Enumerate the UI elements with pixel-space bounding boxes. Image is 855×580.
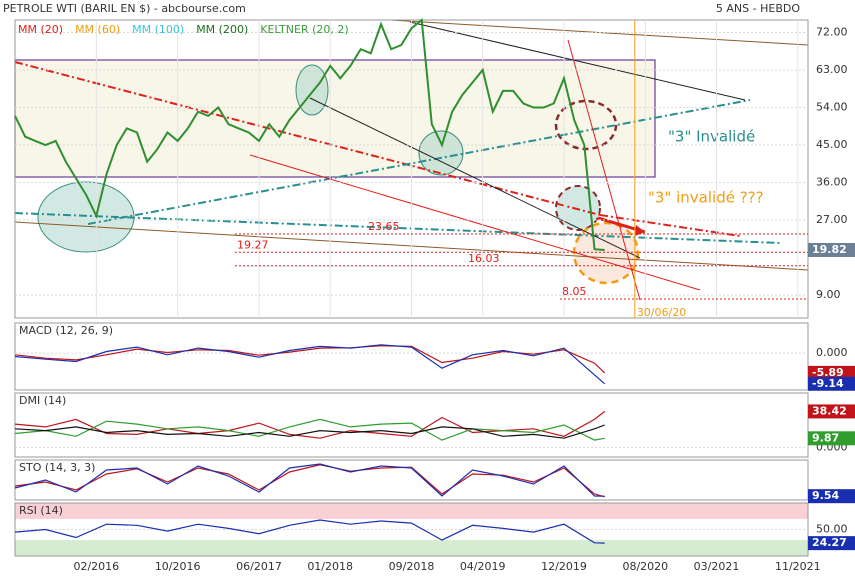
series-line — [14, 463, 605, 497]
last-value-box — [808, 489, 855, 504]
panel — [14, 18, 809, 319]
legend-entry: MM (200) — [196, 23, 248, 36]
last-value-label: 19.82 — [812, 243, 847, 256]
zone — [15, 540, 808, 556]
circle — [37, 181, 135, 253]
circle — [572, 221, 640, 285]
y-tick-label: 0.000 — [816, 346, 848, 359]
x-tick-label: 01/2018 — [307, 560, 353, 573]
series-line — [14, 424, 605, 439]
series-line — [14, 18, 605, 251]
series-line — [14, 519, 605, 544]
drawings — [14, 19, 809, 301]
panel-title: STO (14, 3, 3) — [19, 461, 95, 474]
panel — [14, 459, 809, 501]
level-label: 19.27 — [237, 238, 269, 251]
trend-line — [249, 154, 701, 291]
level-label: 23.65 — [368, 220, 400, 233]
x-tick-label: 02/2016 — [73, 560, 119, 573]
panel-frame — [14, 392, 809, 458]
y-tick-label: 63.00 — [816, 63, 848, 76]
labels: 72.00 63.00 54.00 45.00 36.00 27.00 9.00 02/201… — [18, 23, 855, 573]
series-line — [14, 418, 605, 441]
trend-line — [87, 99, 751, 225]
x-tick-label: 09/2018 — [389, 560, 435, 573]
zone — [15, 503, 808, 519]
last-value-label: 9.87 — [812, 431, 839, 444]
last-value-label: 38.42 — [812, 404, 847, 417]
legend-entry: MM (100) — [132, 23, 184, 36]
circle — [418, 130, 464, 176]
circle — [554, 99, 618, 151]
panel — [14, 322, 809, 391]
range-box — [14, 59, 656, 178]
trend-line — [309, 97, 641, 259]
legend-entry: MM (20) — [18, 23, 63, 36]
last-value-box — [808, 376, 855, 391]
series-line — [14, 410, 606, 439]
header-title: PETROLE WTI (BARIL EN $) - abcbourse.com — [3, 2, 246, 15]
last-value-label: -9.14 — [812, 377, 844, 390]
header-period: 5 ANS - HEBDO — [716, 2, 800, 15]
x-tick-label: 10/2016 — [155, 560, 201, 573]
y-tick-label: 36.00 — [816, 176, 848, 189]
panel — [14, 502, 809, 557]
last-value-label: 24.27 — [812, 536, 847, 549]
x-tick-label: 03/2021 — [694, 560, 740, 573]
last-value-label: -5.89 — [812, 366, 844, 379]
x-tick-label: 04/2019 — [460, 560, 506, 573]
annotation: "3" invalidé ??? — [648, 189, 764, 207]
y-tick-label: 9.00 — [816, 288, 841, 301]
last-value-box — [808, 404, 855, 419]
panel-title: DMI (14) — [19, 394, 66, 407]
y-tick-label: 50.00 — [816, 523, 848, 536]
last-value-box — [808, 536, 855, 551]
last-value-label: 9.54 — [812, 489, 839, 502]
panel-title: RSI (14) — [19, 504, 63, 517]
arrow-head — [635, 225, 645, 236]
series-line — [14, 464, 605, 498]
legend-entry: MM (60) — [75, 23, 120, 36]
panel — [14, 392, 809, 458]
y-tick-label: 72.00 — [816, 26, 848, 39]
last-value-box — [808, 365, 855, 380]
level-label: 8.05 — [562, 285, 587, 298]
circle — [555, 185, 601, 231]
panel-frame — [14, 459, 809, 501]
legend-entry: KELTNER (20, 2) — [260, 23, 348, 36]
annotation: "3" Invalidé — [668, 128, 755, 146]
y-tick-label: 27.00 — [816, 213, 848, 226]
level-label: 16.03 — [468, 252, 500, 265]
trend-line — [567, 39, 641, 301]
y-tick-label: 54.00 — [816, 101, 848, 114]
series-line — [14, 344, 606, 385]
trend-line — [409, 21, 746, 101]
series-line — [14, 345, 606, 374]
x-tick-label: 12/2019 — [541, 560, 587, 573]
x-tick-label: 11/2021 — [775, 560, 821, 573]
date-label: 30/06/20 — [637, 306, 686, 319]
y-tick-label: 45.00 — [816, 138, 848, 151]
last-value-box — [808, 242, 855, 257]
last-value-box — [808, 431, 855, 446]
panel-title: MACD (12, 26, 9) — [19, 324, 113, 337]
x-tick-label: 06/2017 — [236, 560, 282, 573]
trend-line — [14, 61, 601, 216]
x-tick-label: 08/2020 — [622, 560, 668, 573]
